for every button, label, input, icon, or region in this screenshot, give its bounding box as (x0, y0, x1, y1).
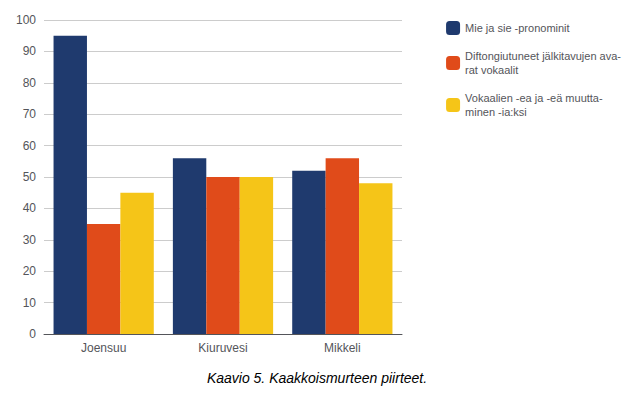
svg-text:30: 30 (23, 233, 37, 247)
svg-text:rat vokaalit: rat vokaalit (465, 64, 518, 76)
svg-text:Kaavio 5. Kaakkoismurteen piir: Kaavio 5. Kaakkoismurteen piirteet. (207, 370, 427, 386)
svg-text:90: 90 (23, 44, 37, 58)
svg-text:Vokaalien -ea ja -eä muutta-: Vokaalien -ea ja -eä muutta- (465, 92, 603, 104)
svg-text:0: 0 (29, 327, 36, 341)
svg-text:Diftongiutuneet jälkitavujen a: Diftongiutuneet jälkitavujen ava- (465, 50, 621, 62)
svg-text:60: 60 (23, 139, 37, 153)
svg-text:20: 20 (23, 264, 37, 278)
svg-text:10: 10 (23, 296, 37, 310)
svg-text:50: 50 (23, 170, 37, 184)
svg-text:80: 80 (23, 76, 37, 90)
svg-text:Mie ja sie -pronominit: Mie ja sie -pronominit (465, 22, 570, 34)
svg-text:Mikkeli: Mikkeli (324, 341, 361, 355)
svg-text:Kiuruvesi: Kiuruvesi (198, 341, 247, 355)
svg-text:minen -ia:ksi: minen -ia:ksi (465, 106, 527, 118)
svg-text:70: 70 (23, 107, 37, 121)
svg-text:100: 100 (16, 13, 36, 27)
svg-text:40: 40 (23, 201, 37, 215)
svg-text:Joensuu: Joensuu (81, 341, 126, 355)
